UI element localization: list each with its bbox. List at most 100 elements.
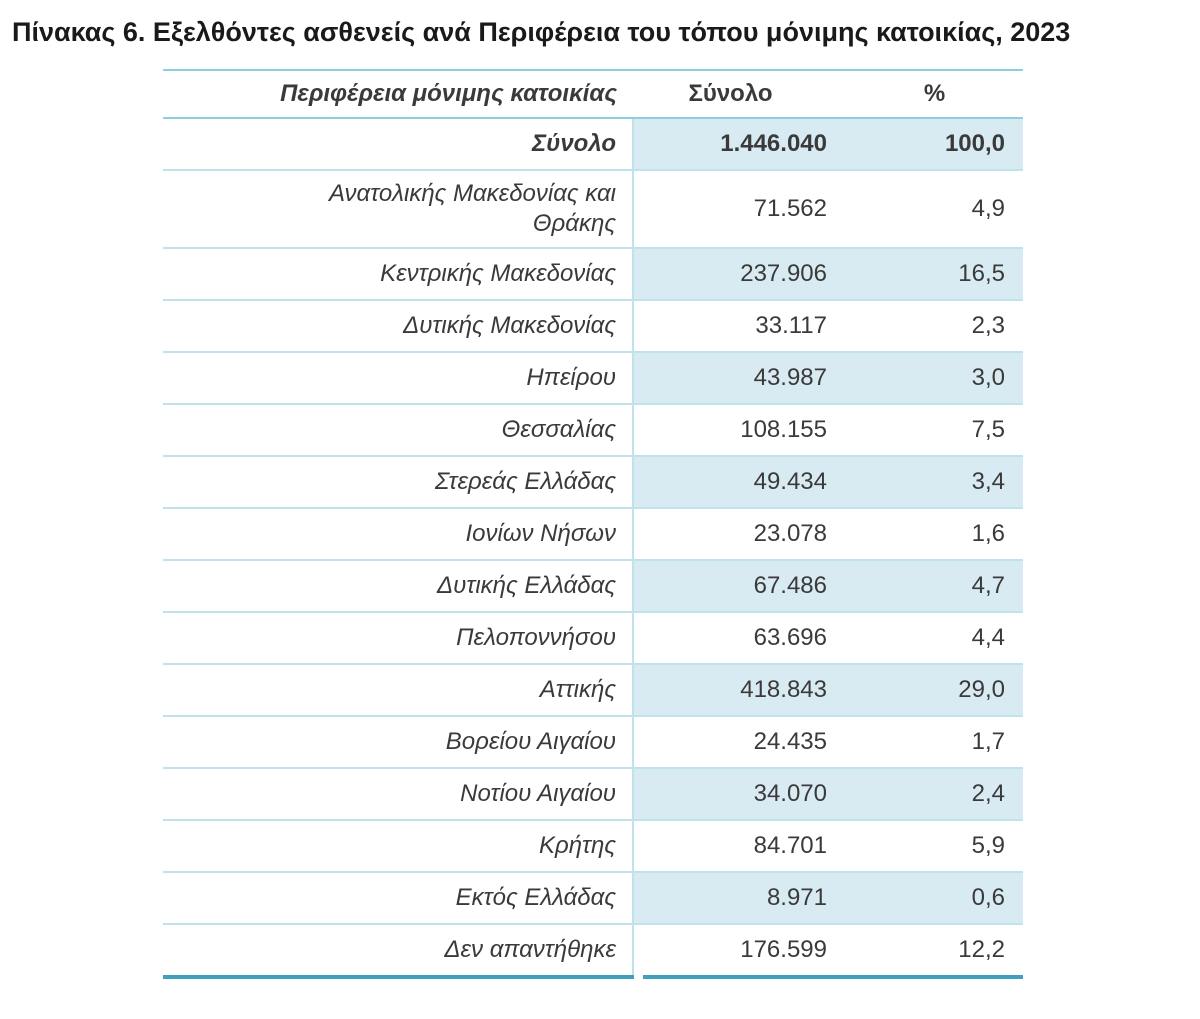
total-cell: 1.446.040 — [633, 118, 863, 172]
region-cell: Κρήτης — [163, 820, 634, 874]
table-body: Σύνολο 1.446.040 100,0 Ανατολικής Μακεδο… — [163, 118, 1023, 980]
percent-value: 4,7 — [971, 572, 1005, 600]
total-cell: 24.435 — [633, 716, 863, 770]
total-value: 237.906 — [740, 260, 827, 288]
table-row: Βορείου Αιγαίου 24.435 1,7 — [163, 716, 1023, 770]
total-cell: 71.562 — [633, 170, 863, 250]
region-label: Στερεάς Ελλάδας — [434, 468, 616, 496]
table-row: Νοτίου Αιγαίου 34.070 2,4 — [163, 768, 1023, 822]
region-label: Δεν απαντήθηκε — [444, 936, 616, 964]
total-value: 176.599 — [740, 936, 827, 964]
patients-table-container: Περιφέρεια μόνιμης κατοικίας Σύνολο % Σύ… — [163, 69, 1023, 982]
total-cell: 33.117 — [633, 300, 863, 354]
percent-value: 29,0 — [958, 676, 1005, 704]
percent-cell: 4,9 — [863, 170, 1023, 250]
total-cell: 63.696 — [633, 612, 863, 666]
region-label: Ιονίων Νήσων — [465, 520, 616, 548]
percent-value: 5,9 — [971, 832, 1005, 860]
percent-cell: 29,0 — [863, 664, 1023, 718]
total-value: 24.435 — [753, 728, 827, 756]
table-header: Περιφέρεια μόνιμης κατοικίας Σύνολο % — [163, 69, 1023, 120]
table-row: Δυτικής Ελλάδας 67.486 4,7 — [163, 560, 1023, 614]
total-value: 49.434 — [753, 468, 827, 496]
region-label: Ανατολικής Μακεδονίας και Θράκης — [328, 180, 616, 238]
table-row: Κρήτης 84.701 5,9 — [163, 820, 1023, 874]
percent-value: 1,7 — [971, 728, 1005, 756]
table-row: Δεν απαντήθηκε 176.599 12,2 — [163, 924, 1023, 980]
table-row: Στερεάς Ελλάδας 49.434 3,4 — [163, 456, 1023, 510]
region-cell: Κεντρικής Μακεδονίας — [163, 248, 634, 302]
total-cell: 176.599 — [633, 924, 863, 980]
region-cell: Θεσσαλίας — [163, 404, 634, 458]
column-header-region: Περιφέρεια μόνιμης κατοικίας — [163, 69, 633, 120]
percent-cell: 4,4 — [863, 612, 1023, 666]
percent-value: 3,4 — [971, 468, 1005, 496]
table-row: Πελοποννήσου 63.696 4,4 — [163, 612, 1023, 666]
region-cell: Σύνολο — [163, 118, 634, 172]
percent-value: 0,6 — [971, 884, 1005, 912]
total-cell: 43.987 — [633, 352, 863, 406]
region-cell: Ανατολικής Μακεδονίας και Θράκης — [163, 170, 634, 250]
total-cell: 237.906 — [633, 248, 863, 302]
header-row: Περιφέρεια μόνιμης κατοικίας Σύνολο % — [163, 69, 1023, 120]
percent-cell: 100,0 — [863, 118, 1023, 172]
region-cell: Στερεάς Ελλάδας — [163, 456, 634, 510]
total-value: 67.486 — [753, 572, 827, 600]
percent-value: 4,4 — [971, 624, 1005, 652]
column-header-percent: % — [863, 69, 1023, 120]
total-value: 108.155 — [740, 416, 827, 444]
percent-cell: 12,2 — [863, 924, 1023, 980]
percent-value: 100,0 — [944, 130, 1005, 158]
total-cell: 49.434 — [633, 456, 863, 510]
patients-by-region-table: Περιφέρεια μόνιμης κατοικίας Σύνολο % Σύ… — [163, 69, 1023, 980]
percent-cell: 7,5 — [863, 404, 1023, 458]
region-label: Αττικής — [539, 676, 616, 704]
region-cell: Νοτίου Αιγαίου — [163, 768, 634, 822]
percent-value: 12,2 — [958, 936, 1005, 964]
region-cell: Ηπείρου — [163, 352, 634, 406]
total-cell: 84.701 — [633, 820, 863, 874]
region-cell: Δυτικής Μακεδονίας — [163, 300, 634, 354]
total-value: 71.562 — [753, 195, 827, 223]
total-value: 63.696 — [753, 624, 827, 652]
region-label: Εκτός Ελλάδας — [455, 884, 616, 912]
region-label: Νοτίου Αιγαίου — [460, 780, 616, 808]
total-value: 84.701 — [753, 832, 827, 860]
table-row: Κεντρικής Μακεδονίας 237.906 16,5 — [163, 248, 1023, 302]
total-value: 43.987 — [753, 364, 827, 392]
table-row: Ιονίων Νήσων 23.078 1,6 — [163, 508, 1023, 562]
region-cell: Ιονίων Νήσων — [163, 508, 634, 562]
percent-cell: 5,9 — [863, 820, 1023, 874]
percent-value: 1,6 — [971, 520, 1005, 548]
percent-cell: 1,6 — [863, 508, 1023, 562]
table-row: Δυτικής Μακεδονίας 33.117 2,3 — [163, 300, 1023, 354]
total-value: 33.117 — [755, 312, 827, 340]
region-cell: Πελοποννήσου — [163, 612, 634, 666]
region-cell: Δυτικής Ελλάδας — [163, 560, 634, 614]
total-cell: 8.971 — [633, 872, 863, 926]
table-row: Ηπείρου 43.987 3,0 — [163, 352, 1023, 406]
table-row: Θεσσαλίας 108.155 7,5 — [163, 404, 1023, 458]
total-cell: 34.070 — [633, 768, 863, 822]
region-cell: Δεν απαντήθηκε — [163, 924, 634, 980]
bottom-border-gap — [634, 973, 643, 982]
region-label: Θεσσαλίας — [501, 416, 616, 444]
page-title: Πίνακας 6. Εξελθόντες ασθενείς ανά Περιφ… — [12, 17, 1071, 47]
percent-value: 16,5 — [958, 260, 1005, 288]
column-header-total: Σύνολο — [633, 69, 863, 120]
region-label: Δυτικής Ελλάδας — [437, 572, 616, 600]
table-row: Σύνολο 1.446.040 100,0 — [163, 118, 1023, 172]
table-row: Αττικής 418.843 29,0 — [163, 664, 1023, 718]
region-label: Πελοποννήσου — [456, 624, 616, 652]
percent-cell: 16,5 — [863, 248, 1023, 302]
percent-cell: 2,3 — [863, 300, 1023, 354]
percent-cell: 2,4 — [863, 768, 1023, 822]
total-value: 1.446.040 — [720, 130, 827, 158]
region-cell: Εκτός Ελλάδας — [163, 872, 634, 926]
percent-cell: 3,4 — [863, 456, 1023, 510]
region-label: Σύνολο — [531, 130, 616, 158]
region-label: Κρήτης — [538, 832, 616, 860]
total-cell: 23.078 — [633, 508, 863, 562]
total-cell: 108.155 — [633, 404, 863, 458]
total-value: 34.070 — [753, 780, 827, 808]
